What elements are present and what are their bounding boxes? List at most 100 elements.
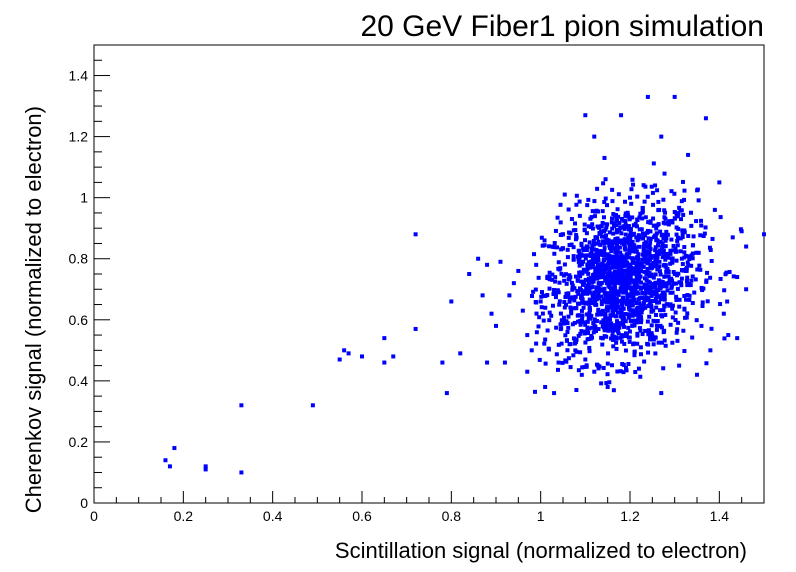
data-point (726, 333, 731, 338)
data-point (662, 233, 667, 238)
data-point (530, 293, 535, 298)
data-point (565, 255, 570, 260)
data-point (659, 391, 664, 396)
data-point (645, 269, 650, 274)
data-point (597, 269, 602, 274)
data-point (685, 260, 690, 265)
data-point (629, 266, 634, 271)
data-point (610, 239, 615, 244)
data-point (623, 365, 628, 370)
data-point (382, 336, 387, 341)
data-point (666, 274, 671, 279)
data-point (608, 295, 613, 300)
data-point (539, 305, 544, 310)
data-point (638, 328, 643, 333)
data-point (679, 283, 684, 288)
data-point (580, 282, 585, 287)
data-point (653, 183, 658, 188)
data-point (578, 322, 583, 327)
data-point (566, 314, 571, 319)
x-tick-label: 1.2 (620, 508, 640, 524)
data-point (664, 236, 669, 241)
data-point (653, 264, 658, 269)
data-point (662, 328, 667, 333)
data-point (591, 292, 596, 297)
data-point (698, 233, 703, 238)
data-point (685, 293, 690, 298)
data-point (585, 312, 590, 317)
data-point (660, 283, 665, 288)
data-point (638, 261, 643, 266)
data-point (625, 296, 630, 301)
data-point (634, 312, 639, 317)
data-point (592, 214, 597, 219)
data-point (656, 340, 661, 345)
data-point (605, 323, 610, 328)
data-point (601, 322, 606, 327)
data-point (543, 305, 548, 310)
data-point (594, 289, 599, 294)
data-point (629, 289, 634, 294)
data-point (636, 366, 641, 371)
data-point (649, 184, 654, 189)
data-point (539, 235, 544, 240)
data-point (552, 251, 557, 256)
data-point (575, 289, 580, 294)
data-point (599, 302, 604, 307)
data-point (581, 267, 586, 272)
data-point (638, 345, 643, 350)
data-point (735, 275, 740, 280)
data-point (558, 266, 563, 271)
data-point (664, 269, 669, 274)
data-point (625, 212, 630, 217)
data-point (642, 296, 647, 301)
data-point (607, 258, 612, 263)
data-point (654, 238, 659, 243)
data-point (657, 248, 662, 253)
data-point (615, 236, 620, 241)
data-point (579, 308, 584, 313)
data-point (649, 262, 654, 267)
data-point (647, 314, 652, 319)
data-point (671, 243, 676, 248)
data-point (710, 236, 715, 241)
data-point (585, 262, 590, 267)
data-point (718, 302, 723, 307)
data-point (590, 226, 595, 231)
data-point (611, 388, 616, 393)
data-point (730, 235, 735, 240)
data-point (163, 458, 168, 463)
data-point (558, 233, 563, 238)
data-point (601, 215, 606, 220)
data-point (692, 290, 697, 295)
data-point (614, 223, 619, 228)
data-point (569, 309, 574, 314)
data-point (520, 308, 525, 313)
data-point (699, 323, 704, 328)
data-point (565, 348, 570, 353)
data-point (610, 226, 615, 231)
data-point (662, 303, 667, 308)
data-point (602, 328, 607, 333)
data-point (623, 331, 628, 336)
data-point (661, 197, 666, 202)
data-point (596, 262, 601, 267)
data-point (595, 362, 600, 367)
data-point (682, 245, 687, 250)
data-point (587, 310, 592, 315)
data-point (532, 252, 537, 257)
data-point (643, 255, 648, 260)
data-point (572, 320, 577, 325)
data-point (655, 223, 660, 228)
data-point (588, 290, 593, 295)
y-tick-label: 0 (80, 495, 88, 511)
data-point (648, 247, 653, 252)
data-point (644, 252, 649, 257)
data-point (533, 389, 538, 394)
data-point (643, 259, 648, 264)
data-point (624, 224, 629, 229)
data-point (610, 216, 615, 221)
data-point (646, 298, 651, 303)
data-point (607, 230, 612, 235)
data-point (622, 226, 627, 231)
